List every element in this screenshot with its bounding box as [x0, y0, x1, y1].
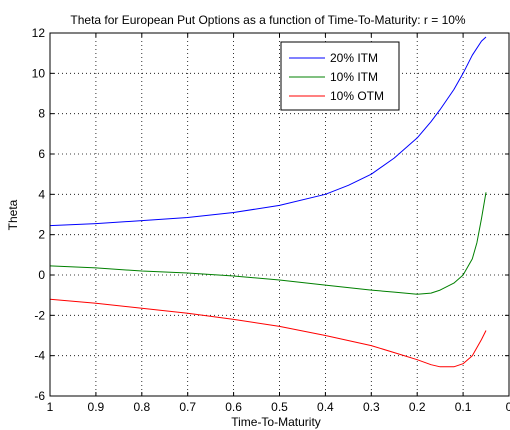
- legend: 20% ITM 10% ITM 10% OTM: [280, 41, 400, 111]
- y-tick-label: -4: [34, 349, 45, 363]
- series-line-10-itm: [49, 192, 487, 295]
- x-tick-label: 0.4: [317, 400, 334, 414]
- x-tick-label: 1: [47, 400, 54, 414]
- x-tick-label: 0.3: [363, 400, 380, 414]
- x-axis-label: Time-To-Maturity: [231, 415, 321, 429]
- ticks: 1 0.9 0.8 0.7 0.6 0.5 0.4 0.3 0.2 0.1 0 -6 -4 -2 0 2 4 6 8…: [32, 26, 510, 414]
- x-tick-label: 0.6: [225, 400, 242, 414]
- series-layer: [49, 36, 487, 368]
- x-tick-label: 0.9: [88, 400, 105, 414]
- series-line-20-itm: [49, 36, 487, 227]
- x-tick-label: 0.2: [409, 400, 426, 414]
- x-tick-label: 0.7: [179, 400, 196, 414]
- x-tick-label: 0.8: [133, 400, 150, 414]
- y-tick-label: 4: [38, 187, 45, 201]
- series-line-10-otm: [49, 298, 487, 368]
- chart-title: Theta for European Put Options as a func…: [70, 13, 466, 27]
- y-tick-label: 12: [32, 26, 46, 40]
- x-tick-label: 0.1: [455, 400, 472, 414]
- x-tick-label: 0.5: [271, 400, 288, 414]
- y-tick-label: 2: [38, 228, 45, 242]
- legend-box: [280, 41, 400, 111]
- y-tick-label: 6: [38, 147, 45, 161]
- legend-label: 10% ITM: [330, 70, 378, 84]
- y-axis-label: Theta: [6, 199, 20, 230]
- legend-label: 20% ITM: [330, 51, 378, 65]
- y-tick-label: -2: [34, 308, 45, 322]
- y-tick-label: 8: [38, 107, 45, 121]
- y-tick-label: 10: [32, 66, 46, 80]
- legend-label: 10% OTM: [330, 89, 384, 103]
- y-tick-label: -6: [34, 389, 45, 403]
- y-tick-label: 0: [38, 268, 45, 282]
- x-tick-label: 0: [506, 400, 510, 414]
